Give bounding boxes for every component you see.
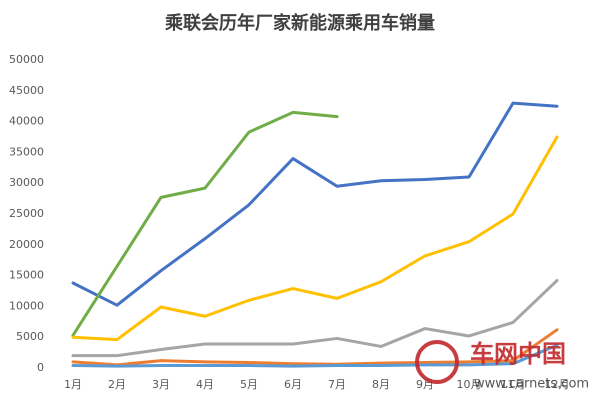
series-line — [71, 101, 559, 307]
y-tick-label: 0 — [37, 361, 44, 374]
y-tick-label: 25000 — [9, 207, 44, 220]
watermark: 车网中国 www.carnets.com — [415, 340, 589, 392]
x-tick-label: 10月 — [457, 378, 482, 391]
series-line — [71, 110, 339, 337]
watermark-url: www.carnets.com — [474, 377, 589, 392]
y-tick-label: 30000 — [9, 176, 44, 189]
x-tick-label: 2月 — [108, 378, 126, 391]
y-tick-label: 5000 — [16, 330, 44, 343]
x-tick-label: 5月 — [240, 378, 258, 391]
y-tick-label: 15000 — [9, 269, 44, 282]
y-tick-label: 10000 — [9, 299, 44, 312]
x-tick-label: 7月 — [328, 378, 346, 391]
y-tick-label: 45000 — [9, 84, 44, 97]
x-tick-label: 11月 — [501, 378, 526, 391]
x-tick-label: 8月 — [372, 378, 390, 391]
y-tick-label: 20000 — [9, 238, 44, 251]
y-tick-label: 35000 — [9, 145, 44, 158]
y-tick-label: 50000 — [9, 53, 44, 66]
x-tick-label: 1月 — [64, 378, 82, 391]
series-line — [71, 328, 559, 367]
watermark-brand: 车网中国 — [470, 340, 566, 368]
chart-title: 乘联会历年厂家新能源乘用车销量 — [164, 12, 435, 34]
series-line — [71, 343, 559, 368]
y-tick-label: 40000 — [9, 115, 44, 128]
plot: 0 5000 10000 15000 20000 25000 30000 35000 40000… — [9, 53, 570, 391]
series-line — [71, 135, 559, 342]
x-tick-label: 12月 — [545, 378, 570, 391]
series-line — [71, 279, 559, 358]
x-tick-label: 4月 — [196, 378, 214, 391]
x-tick-label: 3月 — [152, 378, 170, 391]
watermark-logo — [415, 340, 459, 384]
x-tick-label: 6月 — [284, 378, 302, 391]
